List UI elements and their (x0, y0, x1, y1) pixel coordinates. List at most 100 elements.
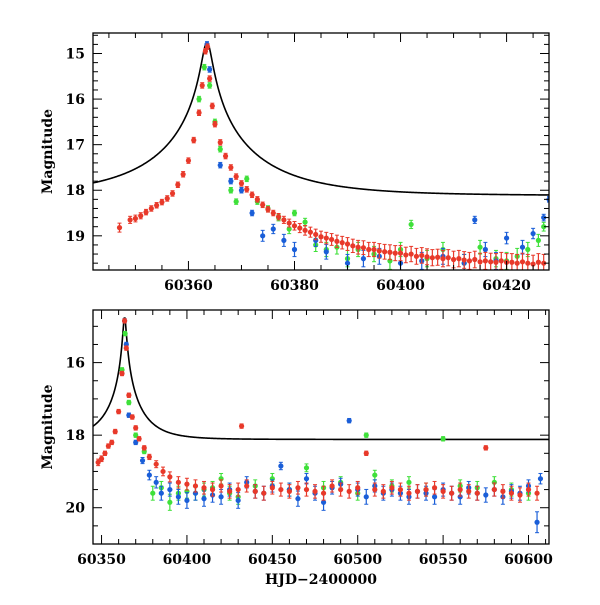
data-point (112, 428, 118, 435)
data-point (133, 432, 139, 438)
data-point (403, 252, 409, 258)
data-point (466, 488, 472, 494)
data-point (286, 488, 293, 494)
data-point (123, 345, 129, 351)
data-point (514, 260, 520, 266)
data-point (419, 252, 425, 259)
data-point (184, 497, 190, 504)
data-point (312, 488, 318, 494)
data-point (472, 217, 478, 223)
data-point (291, 223, 298, 229)
data-point (295, 485, 301, 491)
data-point (265, 206, 271, 212)
data-point (297, 225, 303, 231)
data-point (154, 202, 160, 208)
y-tick-label: 20 (66, 501, 86, 517)
data-point (366, 246, 372, 253)
data-point (491, 479, 497, 485)
data-point (493, 259, 499, 265)
data-point (278, 463, 284, 469)
data-point (201, 485, 207, 491)
data-point (281, 217, 287, 223)
y-tick-label: 19 (66, 229, 85, 245)
data-point (238, 180, 245, 187)
data-point (133, 425, 139, 431)
data-point (146, 454, 152, 460)
data-point (136, 436, 142, 442)
data-point (302, 227, 308, 233)
x-tick-label: 60350 (77, 552, 126, 568)
data-point (435, 254, 441, 260)
data-point (372, 472, 378, 478)
data-point (119, 370, 125, 377)
data-point (105, 443, 111, 449)
data-point (445, 255, 451, 261)
data-point (160, 468, 166, 475)
data-point (323, 249, 329, 255)
data-point (102, 450, 108, 456)
data-point (360, 256, 367, 262)
data-point (278, 486, 284, 493)
data-point (122, 330, 128, 337)
data-point (252, 488, 258, 494)
model-curve (93, 317, 549, 441)
y-tick-label: 15 (66, 47, 85, 63)
y-tick-label: 18 (66, 183, 85, 199)
data-point (382, 249, 388, 255)
x-tick-label: 60400 (163, 552, 212, 568)
data-point (244, 176, 250, 182)
y-tick-label: 18 (66, 428, 85, 444)
data-point (541, 260, 547, 266)
data-point (466, 258, 473, 264)
data-point (491, 486, 497, 493)
data-point (474, 490, 480, 496)
data-point (503, 235, 510, 241)
data-point (461, 257, 467, 263)
data-point (235, 497, 241, 504)
data-point (222, 153, 229, 159)
data-point (167, 486, 173, 493)
data-point (175, 182, 181, 188)
data-point (320, 499, 327, 505)
data-point (218, 483, 224, 489)
data-point (260, 233, 266, 239)
data-point (440, 488, 446, 494)
data-point (302, 219, 308, 225)
data-point (95, 459, 101, 465)
data-point (218, 494, 224, 500)
data-point (207, 66, 213, 73)
data-point (363, 432, 369, 438)
data-point (143, 209, 149, 215)
data-point (483, 492, 489, 498)
data-point (313, 237, 319, 243)
data-point (483, 445, 489, 451)
data-point (376, 248, 382, 254)
data-point (217, 162, 223, 168)
data-point (413, 253, 420, 259)
data-point (355, 244, 361, 250)
data-point (498, 258, 504, 264)
data-point (291, 210, 298, 216)
data-point (530, 230, 536, 237)
data-point (98, 456, 105, 462)
data-point (260, 202, 266, 208)
x-tick-label: 60420 (482, 278, 531, 294)
data-point (392, 250, 398, 256)
bottom-panel: 60350 60400 60450 60500 60550 60600 16 18 20 Magn… (40, 309, 553, 588)
data-point (408, 221, 414, 228)
data-point (148, 205, 154, 212)
data-point (109, 439, 115, 446)
data-point (191, 137, 197, 143)
data-point (126, 399, 132, 406)
data-point (209, 486, 216, 493)
data-point (233, 199, 239, 205)
data-point (116, 225, 123, 231)
data-point (541, 214, 547, 221)
data-point (477, 244, 483, 250)
data-point (199, 82, 205, 89)
data-point (450, 256, 457, 263)
data-point (525, 260, 531, 266)
data-point (207, 75, 213, 82)
